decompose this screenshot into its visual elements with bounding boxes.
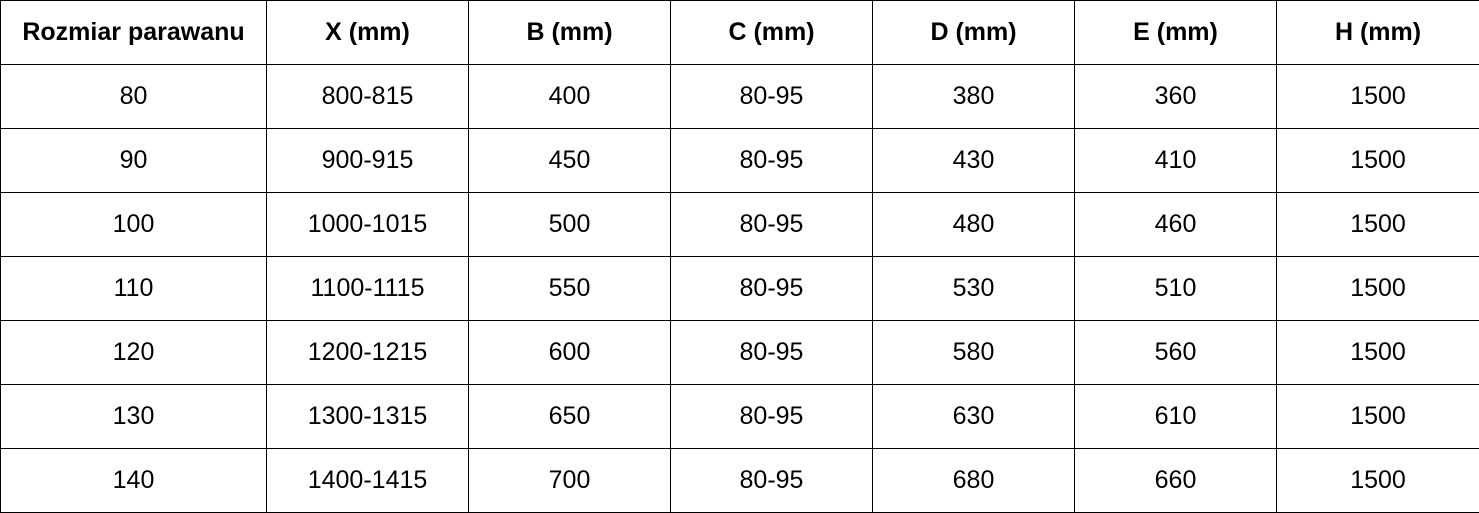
table-cell: 80-95	[670, 64, 873, 129]
table-cell: 450	[468, 128, 671, 193]
table-cell: 1500	[1276, 448, 1479, 513]
table-cell: 1500	[1276, 320, 1479, 385]
table-cell: 120	[0, 320, 267, 385]
table-cell: 80	[0, 64, 267, 129]
table-cell: 80-95	[670, 320, 873, 385]
table-cell: 130	[0, 384, 267, 449]
table-cell: 550	[468, 256, 671, 321]
table-cell: 80-95	[670, 256, 873, 321]
table-cell: 700	[468, 448, 671, 513]
table-cell: 480	[872, 192, 1075, 257]
table-cell: 80-95	[670, 384, 873, 449]
table-cell: 610	[1074, 384, 1277, 449]
table-cell: 80-95	[670, 448, 873, 513]
table-cell: 460	[1074, 192, 1277, 257]
table-cell: 90	[0, 128, 267, 193]
header-row: Rozmiar parawanu X (mm) B (mm) C (mm) D (mm)…	[0, 0, 1479, 65]
column-header: X (mm)	[266, 0, 469, 65]
table-cell: 630	[872, 384, 1075, 449]
table-row: 110 1100-1115 550 80-95 530 510 1500	[0, 256, 1479, 321]
table-cell: 100	[0, 192, 267, 257]
table-cell: 580	[872, 320, 1075, 385]
table-cell: 400	[468, 64, 671, 129]
table-cell: 900-915	[266, 128, 469, 193]
column-header: H (mm)	[1276, 0, 1479, 65]
table-cell: 1500	[1276, 256, 1479, 321]
table-cell: 1200-1215	[266, 320, 469, 385]
table-row: 120 1200-1215 600 80-95 580 560 1500	[0, 320, 1479, 385]
table-cell: 1000-1015	[266, 192, 469, 257]
table-cell: 500	[468, 192, 671, 257]
column-header: D (mm)	[872, 0, 1075, 65]
table-cell: 600	[468, 320, 671, 385]
table-cell: 680	[872, 448, 1075, 513]
table-cell: 660	[1074, 448, 1277, 513]
table-row: 140 1400-1415 700 80-95 680 660 1500	[0, 448, 1479, 513]
table-cell: 380	[872, 64, 1075, 129]
table-cell: 80-95	[670, 192, 873, 257]
table-cell: 1500	[1276, 64, 1479, 129]
table-row: 130 1300-1315 650 80-95 630 610 1500	[0, 384, 1479, 449]
table-cell: 1400-1415	[266, 448, 469, 513]
table-cell: 560	[1074, 320, 1277, 385]
table-cell: 360	[1074, 64, 1277, 129]
table-cell: 1500	[1276, 128, 1479, 193]
table-cell: 80-95	[670, 128, 873, 193]
table-cell: 800-815	[266, 64, 469, 129]
table-row: 80 800-815 400 80-95 380 360 1500	[0, 64, 1479, 129]
table-cell: 510	[1074, 256, 1277, 321]
table-cell: 110	[0, 256, 267, 321]
column-header: Rozmiar parawanu	[0, 0, 267, 65]
table-cell: 650	[468, 384, 671, 449]
column-header: C (mm)	[670, 0, 873, 65]
column-header: B (mm)	[468, 0, 671, 65]
table-cell: 1500	[1276, 192, 1479, 257]
table-cell: 140	[0, 448, 267, 513]
table-cell: 530	[872, 256, 1075, 321]
table-cell: 1300-1315	[266, 384, 469, 449]
table-cell: 430	[872, 128, 1075, 193]
table-cell: 1100-1115	[266, 256, 469, 321]
table-row: 90 900-915 450 80-95 430 410 1500	[0, 128, 1479, 193]
table-cell: 410	[1074, 128, 1277, 193]
table-cell: 1500	[1276, 384, 1479, 449]
column-header: E (mm)	[1074, 0, 1277, 65]
table-row: 100 1000-1015 500 80-95 480 460 1500	[0, 192, 1479, 257]
